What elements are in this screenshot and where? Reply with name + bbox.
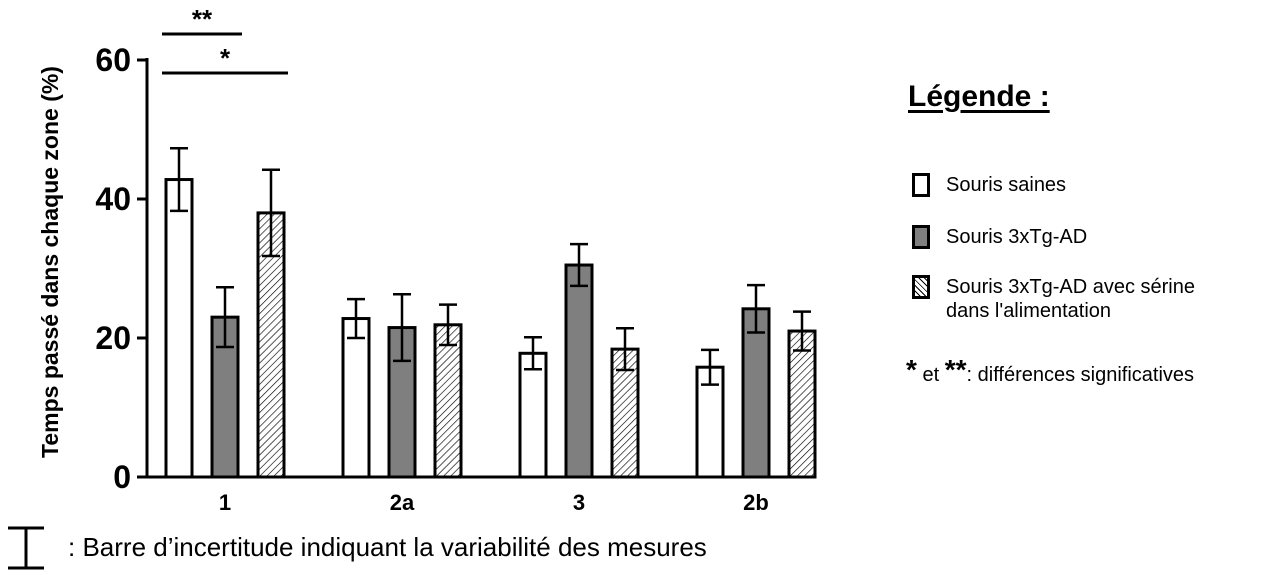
bar	[164, 178, 194, 479]
legend-label: Souris saines	[946, 174, 1067, 196]
legend-item-3xtg: Souris 3xTg-AD	[912, 225, 1087, 249]
legend-item-healthy: Souris saines	[912, 173, 1066, 197]
legend-swatch-hatched	[912, 275, 930, 299]
significance-et: et	[922, 364, 940, 386]
bar	[433, 323, 463, 479]
legend-swatch-gray	[912, 225, 930, 249]
significance-star-double: **	[944, 354, 967, 385]
significance-label: *	[220, 43, 231, 73]
significance-note: * et **: différences significatives	[906, 354, 1194, 387]
bar-chart: 0 20 40 60 Temps passé dans chaque zone (%) 1…	[37, 4, 817, 515]
y-tick-label: 40	[95, 181, 131, 217]
legend-item-3xtg-serine: Souris 3xTg-AD avec sérine dans l'alimen…	[912, 275, 1232, 323]
y-tick-label: 20	[95, 320, 131, 356]
significance-label: **	[192, 4, 213, 34]
x-tick-label: 2b	[743, 490, 769, 515]
legend-label: Souris 3xTg-AD	[946, 226, 1088, 248]
bar	[341, 317, 371, 479]
error-bar-icon	[8, 526, 44, 569]
y-tick-label: 0	[113, 459, 131, 495]
legend-label: Souris 3xTg-AD avec sérine dans l'alimen…	[946, 276, 1195, 322]
y-tick-label: 60	[95, 42, 131, 78]
bar	[564, 263, 594, 479]
x-tick-label: 2a	[390, 490, 415, 515]
y-axis-label: Temps passé dans chaque zone (%)	[37, 66, 63, 458]
x-tick-label: 3	[573, 490, 585, 515]
error-bar-note: : Barre d’incertitude indiquant la varia…	[0, 520, 707, 575]
legend-swatch-white	[912, 173, 930, 197]
significance-text: : différences significatives	[966, 364, 1195, 386]
legend-title: Légende :	[908, 80, 1050, 113]
bar	[741, 307, 771, 479]
bar	[518, 351, 548, 479]
error-bar-note-text: : Barre d’incertitude indiquant la varia…	[68, 532, 707, 562]
significance-star-single: *	[906, 354, 917, 385]
x-tick-label: 1	[219, 490, 231, 515]
bar	[787, 329, 817, 479]
